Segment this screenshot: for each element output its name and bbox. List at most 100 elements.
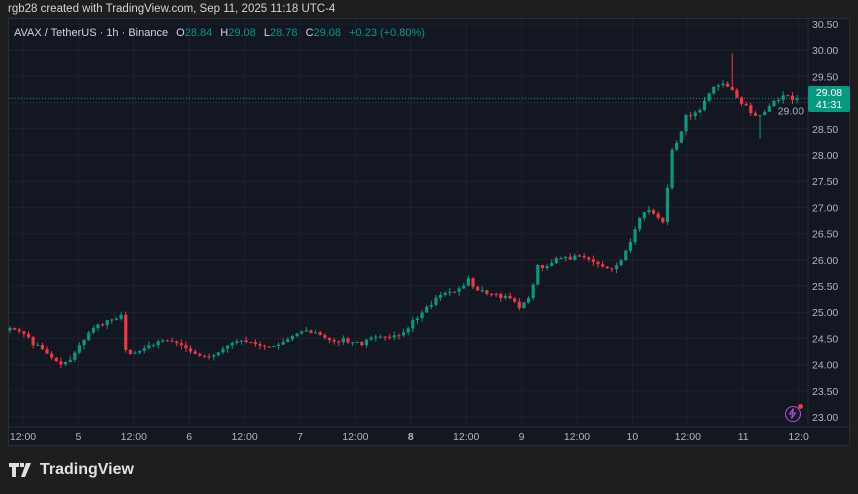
candle-up <box>406 328 410 333</box>
time-tick-label: 12:00 <box>342 431 368 443</box>
candle-up <box>295 333 299 337</box>
flash-icon[interactable] <box>785 404 803 422</box>
candle-up <box>795 98 799 100</box>
candle-up <box>420 312 424 319</box>
time-tick-label: 10 <box>627 431 639 443</box>
candle-down <box>476 286 480 291</box>
candle-up <box>679 131 683 143</box>
candle-up <box>82 339 86 346</box>
candle-down <box>499 293 503 299</box>
candle-down <box>263 345 267 347</box>
candle-down <box>327 337 332 340</box>
low-value: 28.78 <box>269 27 298 39</box>
candle-down <box>605 266 609 269</box>
price-tick-label: 28.50 <box>812 124 838 136</box>
candle-up <box>300 331 304 334</box>
candle-down <box>517 301 521 309</box>
candle-up <box>272 346 276 348</box>
candle-up <box>670 149 674 188</box>
price-tick-label: 23.50 <box>812 386 838 398</box>
candle-up <box>341 338 345 343</box>
candle-down <box>207 356 211 358</box>
candle-down <box>40 344 45 350</box>
candle-down <box>346 338 350 343</box>
candle-down <box>508 295 512 299</box>
time-tick-label: 9 <box>519 431 525 443</box>
candle-up <box>8 327 12 331</box>
candle-up <box>429 304 433 307</box>
chart-panel[interactable] <box>8 18 850 446</box>
symbol-label[interactable]: AVAX / TetherUS · 1h · Binance <box>14 27 169 39</box>
candle-up <box>480 290 484 292</box>
candle-up <box>526 298 531 303</box>
candle-down <box>601 264 605 267</box>
time-tick-label: 12:00 <box>675 431 701 443</box>
candle-up <box>87 332 91 340</box>
candle-down <box>735 90 739 98</box>
candle-down <box>651 210 656 214</box>
time-tick-label: 12:00 <box>10 431 36 443</box>
candle-down <box>485 290 489 294</box>
candle-down <box>489 293 494 295</box>
candle-down <box>744 103 748 106</box>
time-tick-label: 12:00 <box>121 431 147 443</box>
candle-down <box>267 346 271 348</box>
candle-up <box>36 344 40 346</box>
candle-up <box>216 352 220 356</box>
open-value: 28.84 <box>184 27 213 39</box>
candle-up <box>351 342 355 344</box>
candle-down <box>587 257 591 260</box>
price-tick-label: 29.00 <box>778 106 804 118</box>
current-price-label: 29.08 41:31 <box>808 86 850 112</box>
candle-up <box>763 111 767 116</box>
candle-up <box>212 355 216 357</box>
bar-countdown: 41:31 <box>815 99 843 111</box>
candle-up <box>281 342 285 345</box>
candle-down <box>786 95 790 97</box>
low-label: L <box>263 27 270 39</box>
candle-down <box>452 291 457 293</box>
candle-up <box>105 320 109 326</box>
candle-down <box>17 329 21 332</box>
candle-up <box>355 341 359 343</box>
candle-down <box>726 83 730 87</box>
candle-up <box>286 339 290 343</box>
candle-down <box>577 255 582 257</box>
candle-up <box>457 288 461 292</box>
candle-up <box>712 86 716 94</box>
candle-down <box>22 331 26 334</box>
candle-up <box>96 324 100 329</box>
close-value: 29.08 <box>313 27 342 39</box>
current-price: 29.08 <box>815 87 843 99</box>
candle-down <box>730 86 734 91</box>
close-label: C <box>305 27 314 39</box>
candle-up <box>614 265 619 270</box>
candle-up <box>91 328 95 333</box>
time-tick-label: 12:00 <box>564 431 590 443</box>
candle-down <box>689 115 693 117</box>
price-tick-label: 23.00 <box>812 412 838 424</box>
candle-down <box>26 333 31 338</box>
price-tick-label: 30.00 <box>812 45 838 57</box>
candle-up <box>415 318 420 321</box>
candle-down <box>175 341 179 344</box>
candle-down <box>753 113 758 116</box>
tradingview-logo[interactable]: TradingView <box>9 461 134 479</box>
candle-up <box>721 83 725 86</box>
price-tick-label: 24.50 <box>812 333 838 345</box>
price-tick-label: 29.50 <box>812 71 838 83</box>
candle-down <box>596 261 600 265</box>
candle-down <box>124 314 128 350</box>
candle-up <box>77 345 82 353</box>
candle-down <box>13 327 17 330</box>
candle-down <box>170 340 174 342</box>
candle-up <box>758 115 762 117</box>
candle-down <box>249 342 253 344</box>
candle-up <box>364 339 369 346</box>
candle-up <box>707 93 711 101</box>
candle-down <box>101 324 105 326</box>
candle-up <box>161 340 165 342</box>
candle-up <box>119 314 123 319</box>
candle-down <box>54 357 58 362</box>
